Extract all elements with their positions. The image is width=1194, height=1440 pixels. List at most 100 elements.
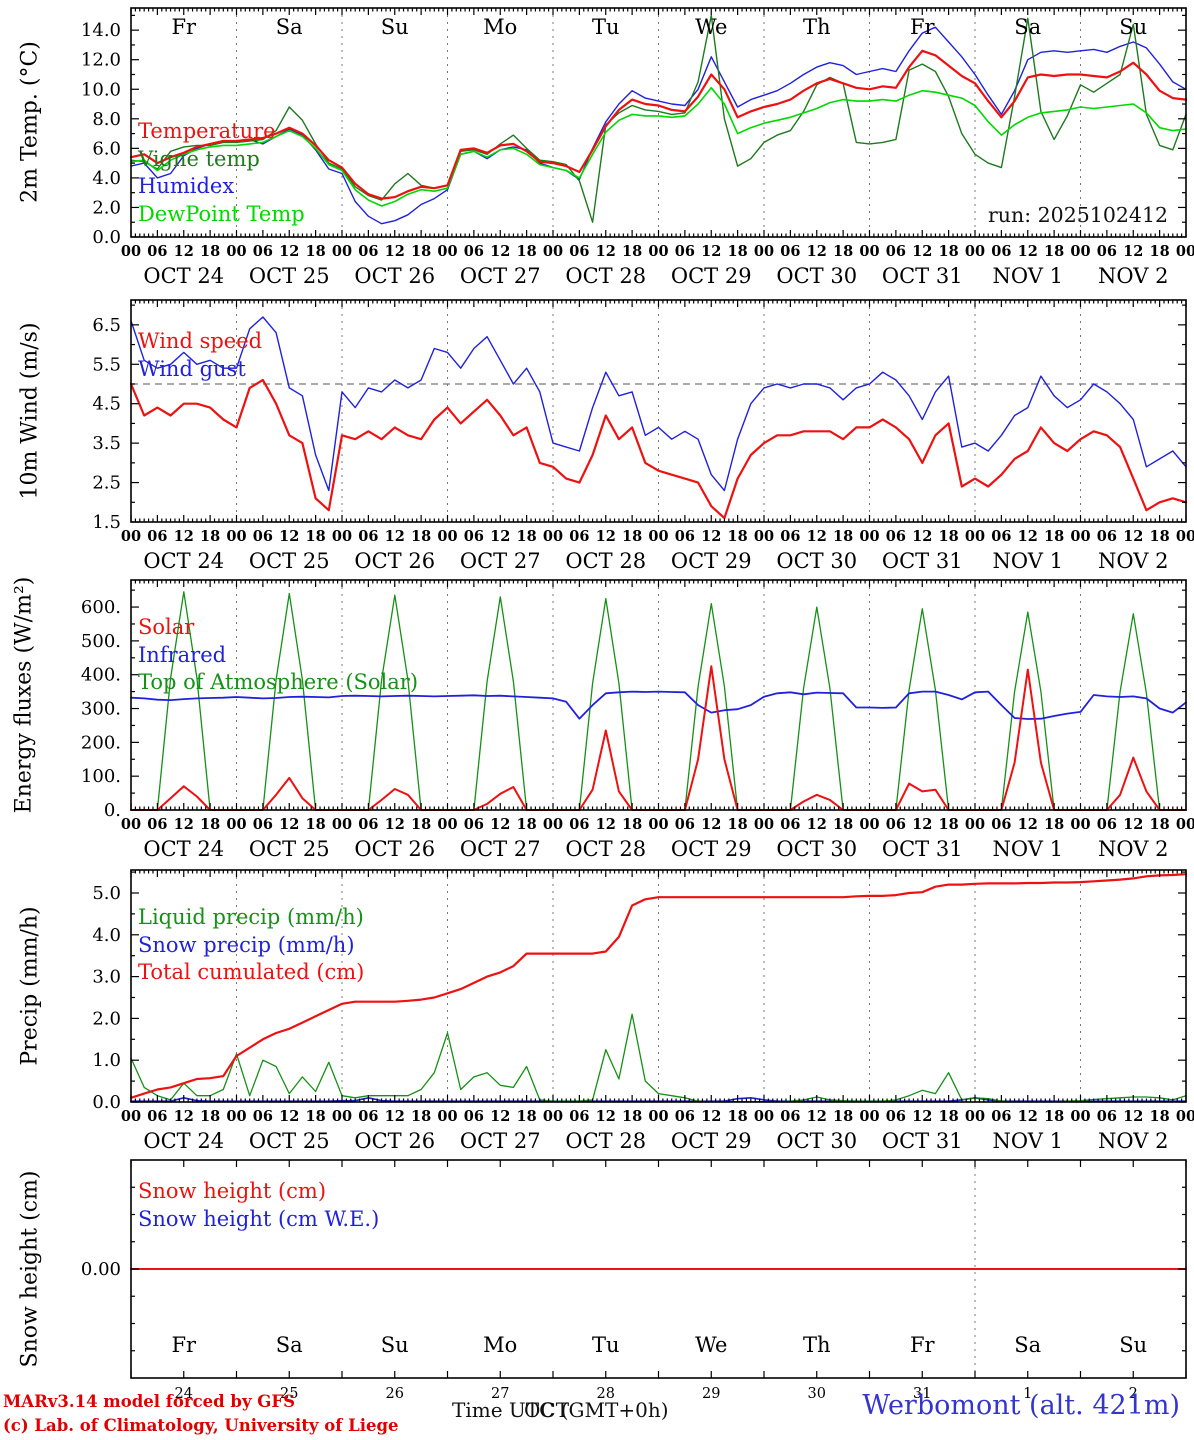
hour-label: 00 <box>437 243 457 260</box>
day-number-label: 1 <box>1023 1386 1032 1402</box>
axis-ticks <box>130 870 1187 1103</box>
hour-label: 18 <box>1150 816 1170 833</box>
day-number-label: 30 <box>808 1386 826 1402</box>
date-label: OCT 31 <box>882 549 963 573</box>
legend-item-snow-precip: Snow precip (mm/h) <box>138 932 355 957</box>
hour-label: 06 <box>780 816 800 833</box>
hour-label: 18 <box>833 816 853 833</box>
hour-label: 12 <box>912 528 932 545</box>
hour-label: 18 <box>306 528 326 545</box>
hour-label: 06 <box>675 1108 695 1125</box>
hour-label: 00 <box>121 528 141 545</box>
y-tick-label: 2.5 <box>92 473 121 494</box>
date-label: OCT 28 <box>565 264 646 288</box>
legend-item-infrared: Infrared <box>138 642 227 667</box>
date-label: OCT 31 <box>882 264 963 288</box>
day-name-label: Tu <box>592 1333 620 1357</box>
y-tick-label: 0.0 <box>92 227 121 248</box>
hour-label: 18 <box>939 1108 959 1125</box>
axis-ticks <box>130 8 1187 238</box>
hour-label: 18 <box>411 528 431 545</box>
hour-label: 00 <box>859 816 879 833</box>
hour-label: 06 <box>780 1108 800 1125</box>
hour-label: 12 <box>596 528 616 545</box>
y-tick-label: 5.5 <box>92 354 121 375</box>
hour-label: 18 <box>622 1108 642 1125</box>
date-label: OCT 26 <box>354 549 435 573</box>
date-label: OCT 29 <box>671 264 752 288</box>
hour-label: 12 <box>701 528 721 545</box>
day-name-label: Fr <box>910 1333 936 1357</box>
hour-label: 18 <box>939 243 959 260</box>
hour-label: 12 <box>912 243 932 260</box>
hour-label: 00 <box>121 816 141 833</box>
hour-label: 00 <box>437 528 457 545</box>
hour-label: 00 <box>754 528 774 545</box>
hour-label: 06 <box>569 816 589 833</box>
y-tick-label: 8.0 <box>92 109 121 130</box>
hour-label: 12 <box>174 528 194 545</box>
date-label: OCT 24 <box>143 264 224 288</box>
hour-label: 00 <box>648 528 668 545</box>
hour-label: 18 <box>200 528 220 545</box>
wind-gust-line <box>130 316 1187 492</box>
y-tick-label: 300. <box>81 699 121 720</box>
hour-label: 18 <box>1044 816 1064 833</box>
hour-label: 06 <box>147 816 167 833</box>
total-cumulated-line <box>129 873 1188 1099</box>
hour-label: 00 <box>437 1108 457 1125</box>
hour-label: 18 <box>728 528 748 545</box>
date-label: OCT 24 <box>143 1129 224 1153</box>
date-label: OCT 25 <box>249 549 330 573</box>
hour-label: 12 <box>279 243 299 260</box>
hour-label: 06 <box>1097 243 1117 260</box>
y-tick-label: 1.5 <box>92 512 121 533</box>
hour-label: 18 <box>306 1108 326 1125</box>
legend-wind: Wind speed Wind gust <box>138 328 262 383</box>
hour-label: 00 <box>965 1108 985 1125</box>
hour-label: 06 <box>147 528 167 545</box>
hour-label: 06 <box>358 1108 378 1125</box>
hour-label: 12 <box>596 816 616 833</box>
date-label: OCT 25 <box>249 837 330 861</box>
hour-label: 06 <box>991 816 1011 833</box>
legend-item-wind-speed: Wind speed <box>138 329 263 353</box>
hour-label: 18 <box>1150 243 1170 260</box>
hour-label: 00 <box>332 1108 352 1125</box>
day-name-label: We <box>695 1333 727 1357</box>
day-name-label: We <box>695 15 727 39</box>
hour-label: 00 <box>754 816 774 833</box>
date-label: OCT 30 <box>776 1129 857 1153</box>
hour-label: 18 <box>1150 528 1170 545</box>
day-number-label: 27 <box>491 1386 509 1402</box>
day-name-label: Fr <box>171 1333 197 1357</box>
legend-item-snow-height-we: Snow height (cm W.E.) <box>138 1206 380 1231</box>
hour-label: 12 <box>279 528 299 545</box>
hour-label: 00 <box>332 528 352 545</box>
hour-label: 18 <box>306 816 326 833</box>
hour-label: 18 <box>1044 1108 1064 1125</box>
y-tick-label: 3.0 <box>92 967 121 988</box>
panel-wind: 1.5 2.5 3.5 4.5 5.5 6.5 00 06 12 18 00 06 12 18 00 06 12… <box>92 299 1194 573</box>
hour-label: 00 <box>648 816 668 833</box>
y-tick-label: 500. <box>81 631 121 652</box>
hour-label: 18 <box>622 528 642 545</box>
hour-label: 06 <box>1097 816 1117 833</box>
date-label: OCT 28 <box>565 837 646 861</box>
date-label: OCT 31 <box>882 837 963 861</box>
hour-label: 18 <box>517 528 537 545</box>
legend-item-total-cumulated: Total cumulated (cm) <box>138 960 365 984</box>
legend-item-solar: Solar <box>138 615 195 639</box>
hour-label: 00 <box>648 1108 668 1125</box>
date-label: OCT 27 <box>460 264 541 288</box>
hour-label: 18 <box>411 816 431 833</box>
date-label: OCT 28 <box>565 549 646 573</box>
date-label: OCT 27 <box>460 837 541 861</box>
hour-label: 00 <box>121 1108 141 1125</box>
hour-label: 18 <box>833 528 853 545</box>
y-axis-title-wind: 10m Wind (m/s) <box>17 322 43 500</box>
hour-label: 12 <box>807 816 827 833</box>
date-label: OCT 26 <box>354 837 435 861</box>
